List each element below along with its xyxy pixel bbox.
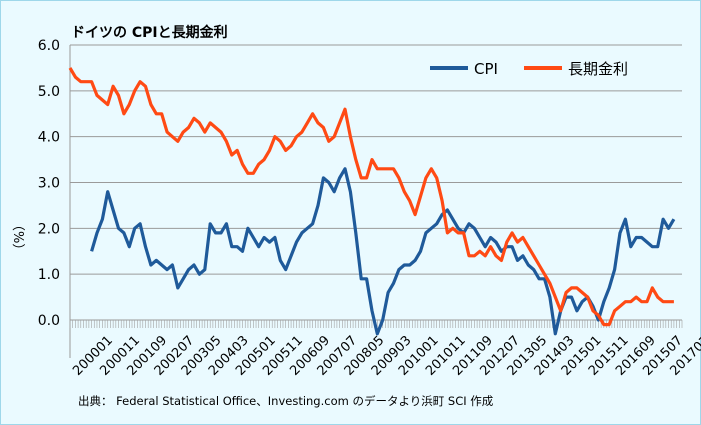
y-tick-label: 2.0: [38, 221, 60, 237]
y-tick-label: 0.0: [38, 313, 60, 329]
y-tick-label: 4.0: [38, 130, 60, 146]
chart-title: ドイツの CPIと長期金利: [71, 25, 228, 41]
series-lines: [68, 67, 676, 336]
series-line-cpi: [90, 167, 676, 336]
y-tick-label: 1.0: [38, 267, 60, 283]
legend-label: 長期金利: [568, 60, 628, 78]
y-tick-label: 6.0: [38, 38, 60, 54]
x-minor-ticks: [69, 320, 683, 328]
source-note: 出典： Federal Statistical Office、Investing…: [78, 394, 494, 408]
y-tick-label: 3.0: [38, 176, 60, 192]
y-tick-labels: 0.0 1.0 2.0 3.0 4.0 5.0 6.0: [38, 38, 60, 329]
series-line-long-term-rate: [68, 67, 674, 327]
grid: [69, 44, 682, 358]
y-tick-label: 5.0: [38, 84, 60, 100]
y-axis-label: （%）: [10, 218, 25, 256]
legend: CPI 長期金利: [430, 60, 628, 78]
legend-label: CPI: [474, 60, 498, 78]
x-tick-labels: 2000012000112001092002072003052004032005…: [70, 333, 701, 379]
